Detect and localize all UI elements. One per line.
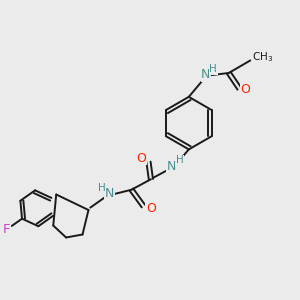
Text: N: N <box>167 160 176 173</box>
Text: N: N <box>201 68 211 81</box>
Text: F: F <box>3 223 10 236</box>
Text: O: O <box>136 152 146 165</box>
Text: CH$_3$: CH$_3$ <box>252 50 274 64</box>
Text: N: N <box>105 187 114 200</box>
Text: O: O <box>240 83 250 97</box>
Text: H: H <box>209 64 217 74</box>
Text: H: H <box>98 183 106 193</box>
Text: H: H <box>176 155 184 166</box>
Text: O: O <box>146 202 156 215</box>
